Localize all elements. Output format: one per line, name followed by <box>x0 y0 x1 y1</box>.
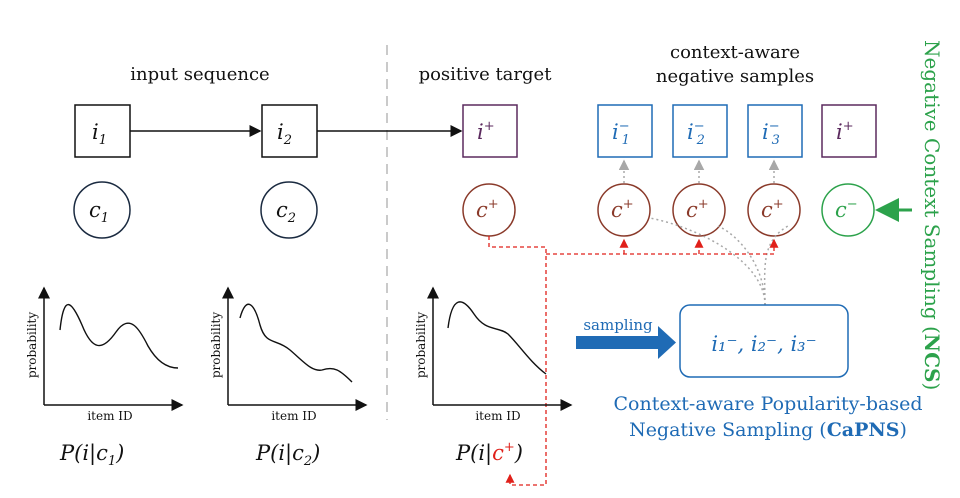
heading-input-sequence: input sequence <box>130 64 269 85</box>
context-circle-c-plus-target: c+ <box>462 183 516 237</box>
svg-text:item ID: item ID <box>271 409 316 423</box>
svg-text:c+: c+ <box>761 197 784 222</box>
heading-positive-target: positive target <box>419 64 553 85</box>
ncs-vertical-label: Negative Context Sampling (NCS) <box>920 40 944 390</box>
heading-negative-samples-line1: context-aware <box>670 42 800 63</box>
svg-text:i−2: i− 2 <box>687 119 705 148</box>
svg-text:c+: c+ <box>686 197 709 222</box>
item-box-positive-with-negative-context: i+ <box>821 104 877 158</box>
item-box-negative-1: i− 1 <box>597 104 653 158</box>
svg-text:probability: probability <box>209 312 223 378</box>
plot-curve-1 <box>59 304 179 369</box>
context-circle-c-minus: c− <box>821 183 875 237</box>
context-circle-c-plus-neg2: c+ <box>672 183 726 237</box>
context-circle-c1: c1 <box>73 181 131 239</box>
sampling-arrow <box>576 326 676 359</box>
svg-text:i+: i+ <box>477 119 495 144</box>
sampling-label: sampling <box>583 316 653 334</box>
svg-text:i−3: i− 3 <box>762 119 780 148</box>
plot-p-i-c1: probability item ID <box>25 286 184 423</box>
item-box-i1: i1 <box>74 104 131 158</box>
svg-text:i2: i2 <box>277 120 292 148</box>
item-box-positive-target: i+ <box>462 104 518 158</box>
gray-sampling-fan <box>649 217 789 306</box>
capns-title-line1: Context-aware Popularity-based <box>613 393 922 415</box>
svg-text:probability: probability <box>25 312 39 378</box>
svg-text:probability: probability <box>414 312 428 378</box>
item-box-negative-3: i− 3 <box>747 104 803 158</box>
svg-text:item ID: item ID <box>87 409 132 423</box>
item-box-negative-2: i− 2 <box>672 104 728 158</box>
plot-curve-2 <box>239 303 353 383</box>
svg-text:i1: i1 <box>92 120 107 148</box>
svg-text:c+: c+ <box>611 197 634 222</box>
capns-negative-pool-box: i₁⁻, i₂⁻, i₃⁻ <box>679 304 849 378</box>
plot-p-i-c-plus: probability item ID <box>414 286 573 423</box>
svg-text:i₁⁻, i₂⁻, i₃⁻: i₁⁻, i₂⁻, i₃⁻ <box>711 332 816 356</box>
context-circle-c-plus-neg1: c+ <box>597 183 651 237</box>
formula-p-i-c1: P(i|c1) <box>59 441 124 469</box>
svg-text:i+: i+ <box>836 119 854 144</box>
svg-text:i−1: i− 1 <box>612 119 630 148</box>
red-context-links <box>488 236 779 486</box>
plot-curve-3 <box>447 301 547 375</box>
svg-text:c+: c+ <box>476 197 499 222</box>
svg-text:item ID: item ID <box>475 409 520 423</box>
context-circle-c2: c2 <box>260 181 318 239</box>
heading-negative-samples-line2: negative samples <box>656 66 814 87</box>
context-circle-c-plus-neg3: c+ <box>747 183 801 237</box>
item-box-i2: i2 <box>261 104 318 158</box>
svg-text:c1: c1 <box>89 198 109 226</box>
svg-text:c−: c− <box>835 197 858 222</box>
formula-p-i-c2: P(i|c2) <box>255 441 320 469</box>
formula-p-i-c-plus: P(i|c+) <box>455 440 523 466</box>
svg-text:c2: c2 <box>276 198 296 226</box>
plot-p-i-c2: probability item ID <box>209 286 368 423</box>
capns-title-line2: Negative Sampling (CaPNS) <box>629 419 907 441</box>
